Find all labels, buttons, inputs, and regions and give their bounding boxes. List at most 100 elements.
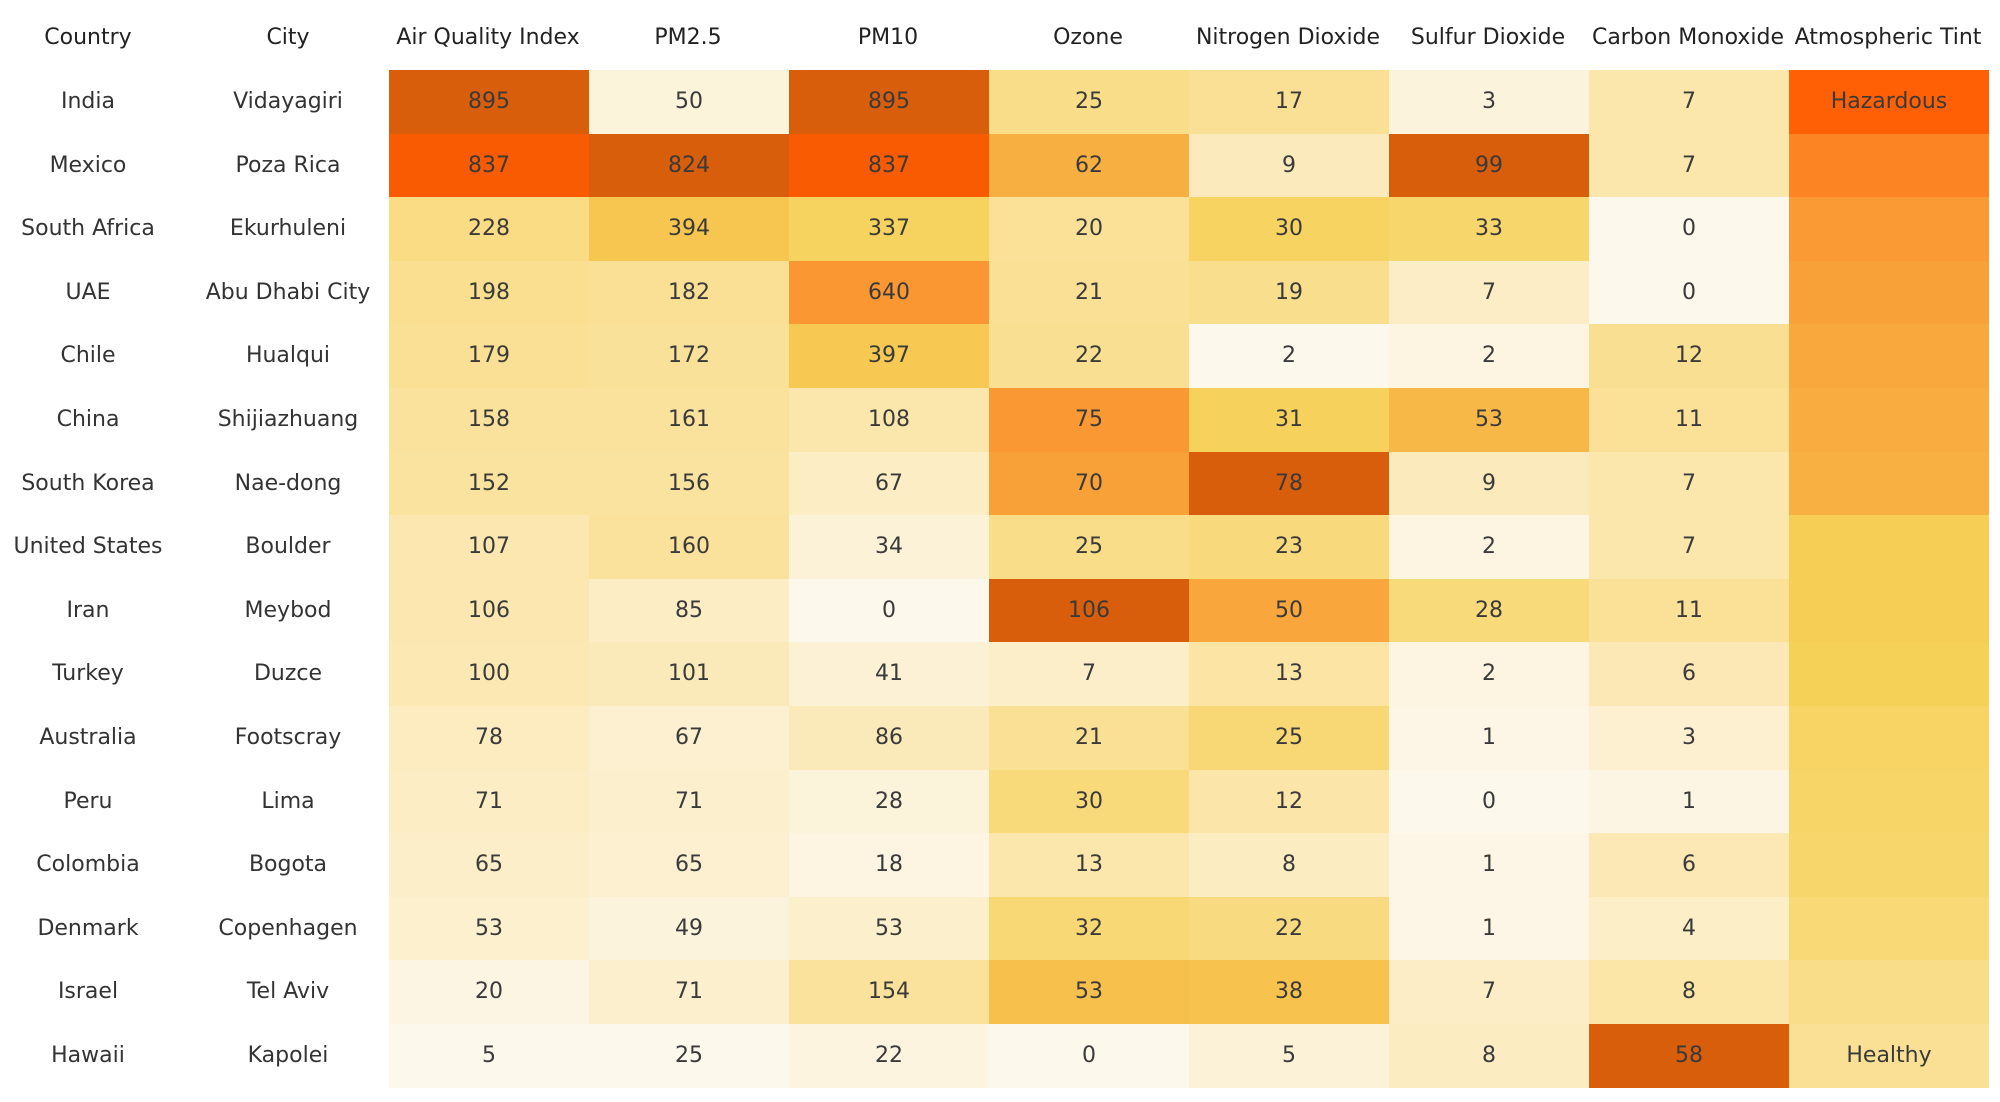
heatmap-cell-pm2-5: 65: [589, 833, 789, 897]
city-label: Poza Rica: [235, 153, 341, 178]
heatmap-cell-pm2-5: 71: [589, 770, 789, 834]
country-label: Chile: [60, 343, 116, 368]
heatmap-cell-pm2-5: 49: [589, 897, 789, 961]
heatmap-cell-pm10: 0: [789, 579, 989, 643]
heatmap-cell-pm2-5: 101: [589, 642, 789, 706]
heatmap-cell-nitrogen-dioxide: 19: [1189, 261, 1389, 325]
heatmap-cell-nitrogen-dioxide: 9: [1189, 134, 1389, 198]
heatmap-cell-ozone: 62: [989, 134, 1189, 198]
heatmap-cell-sulfur-dioxide: 8: [1389, 1024, 1589, 1088]
city-label: Vidayagiri: [233, 89, 343, 114]
heatmap-cell-carbon-monoxide: 11: [1589, 388, 1789, 452]
heatmap-cell-pm10: 154: [789, 960, 989, 1024]
heatmap-cell-pm10: 337: [789, 197, 989, 261]
heatmap-cell-sulfur-dioxide: 2: [1389, 642, 1589, 706]
heatmap-cell-nitrogen-dioxide: 13: [1189, 642, 1389, 706]
heatmap-cell-sulfur-dioxide: 99: [1389, 134, 1589, 198]
heatmap-cell-carbon-monoxide: 4: [1589, 897, 1789, 961]
heatmap-cell-nitrogen-dioxide: 50: [1189, 579, 1389, 643]
column-header-ozone: Ozone: [1053, 25, 1123, 50]
country-label: Colombia: [36, 852, 140, 877]
atmospheric-tint-cell: [1789, 833, 1989, 897]
heatmap-cell-carbon-monoxide: 11: [1589, 579, 1789, 643]
heatmap-cell-ozone: 30: [989, 770, 1189, 834]
heatmap-cell-nitrogen-dioxide: 23: [1189, 515, 1389, 579]
heatmap-cell-air-quality-index: 158: [389, 388, 589, 452]
heatmap-cell-pm2-5: 394: [589, 197, 789, 261]
heatmap-cell-carbon-monoxide: 7: [1589, 452, 1789, 516]
atmospheric-tint-cell: [1789, 770, 1989, 834]
country-label: Australia: [39, 725, 137, 750]
heatmap-cell-pm10: 67: [789, 452, 989, 516]
heatmap-cell-carbon-monoxide: 0: [1589, 261, 1789, 325]
city-label: Tel Aviv: [246, 979, 330, 1004]
heatmap-cell-nitrogen-dioxide: 25: [1189, 706, 1389, 770]
country-label: Denmark: [37, 916, 139, 941]
country-label: South Africa: [21, 216, 155, 241]
heatmap-cell-sulfur-dioxide: 2: [1389, 515, 1589, 579]
atmospheric-tint-cell: [1789, 515, 1989, 579]
heatmap-cell-ozone: 75: [989, 388, 1189, 452]
atmospheric-tint-cell: [1789, 324, 1989, 388]
heatmap-cell-pm2-5: 50: [589, 70, 789, 134]
heatmap-cell-pm10: 895: [789, 70, 989, 134]
heatmap-cell-sulfur-dioxide: 0: [1389, 770, 1589, 834]
heatmap-cell-air-quality-index: 5: [389, 1024, 589, 1088]
city-label: Nae-dong: [234, 471, 342, 496]
atmospheric-tint-cell: [1789, 579, 1989, 643]
heatmap-cell-sulfur-dioxide: 2: [1389, 324, 1589, 388]
heatmap-cell-air-quality-index: 71: [389, 770, 589, 834]
heatmap-cell-pm2-5: 160: [589, 515, 789, 579]
column-header-nitrogen-dioxide: Nitrogen Dioxide: [1195, 25, 1381, 50]
country-label: South Korea: [21, 471, 155, 496]
heatmap-cell-carbon-monoxide: 0: [1589, 197, 1789, 261]
atmospheric-tint-cell: [1789, 261, 1989, 325]
atmospheric-tint-cell: [1789, 960, 1989, 1024]
heatmap-cell-pm10: 837: [789, 134, 989, 198]
heatmap-cell-carbon-monoxide: 7: [1589, 515, 1789, 579]
heatmap-cell-pm10: 18: [789, 833, 989, 897]
heatmap-cell-air-quality-index: 20: [389, 960, 589, 1024]
heatmap-cell-pm10: 34: [789, 515, 989, 579]
atmospheric-tint-cell: Healthy: [1789, 1024, 1989, 1088]
heatmap-cell-pm2-5: 25: [589, 1024, 789, 1088]
country-label: Turkey: [52, 661, 124, 686]
city-label: Hualqui: [245, 343, 331, 368]
heatmap-cell-pm10: 86: [789, 706, 989, 770]
heatmap-cell-nitrogen-dioxide: 22: [1189, 897, 1389, 961]
city-label: Duzce: [253, 661, 323, 686]
heatmap-cell-nitrogen-dioxide: 8: [1189, 833, 1389, 897]
city-label: Boulder: [245, 534, 331, 559]
heatmap-cell-air-quality-index: 106: [389, 579, 589, 643]
country-label: India: [61, 89, 115, 114]
heatmap-cell-pm2-5: 85: [589, 579, 789, 643]
heatmap-cell-air-quality-index: 198: [389, 261, 589, 325]
country-label: Peru: [63, 789, 113, 814]
heatmap-cell-air-quality-index: 53: [389, 897, 589, 961]
atmospheric-tint-cell: [1789, 197, 1989, 261]
heatmap-cell-ozone: 21: [989, 706, 1189, 770]
heatmap-cell-pm2-5: 67: [589, 706, 789, 770]
heatmap-cell-ozone: 7: [989, 642, 1189, 706]
heatmap-cell-pm10: 108: [789, 388, 989, 452]
heatmap-cell-ozone: 106: [989, 579, 1189, 643]
country-label: Mexico: [49, 153, 127, 178]
heatmap-cell-carbon-monoxide: 7: [1589, 134, 1789, 198]
atmospheric-tint-cell: [1789, 388, 1989, 452]
column-header-air-quality-index: Air Quality Index: [396, 25, 580, 50]
heatmap-cell-air-quality-index: 100: [389, 642, 589, 706]
heatmap-cell-nitrogen-dioxide: 2: [1189, 324, 1389, 388]
country-label: Hawaii: [51, 1043, 125, 1068]
heatmap-cell-ozone: 22: [989, 324, 1189, 388]
heatmap-cell-pm10: 28: [789, 770, 989, 834]
heatmap-cell-sulfur-dioxide: 3: [1389, 70, 1589, 134]
heatmap-cell-pm10: 640: [789, 261, 989, 325]
atmospheric-tint-cell: [1789, 706, 1989, 770]
heatmap-cell-air-quality-index: 152: [389, 452, 589, 516]
country-label: UAE: [65, 280, 111, 305]
heatmap-cell-nitrogen-dioxide: 30: [1189, 197, 1389, 261]
heatmap-cell-sulfur-dioxide: 1: [1389, 833, 1589, 897]
heatmap-cell-air-quality-index: 107: [389, 515, 589, 579]
heatmap-cell-nitrogen-dioxide: 12: [1189, 770, 1389, 834]
